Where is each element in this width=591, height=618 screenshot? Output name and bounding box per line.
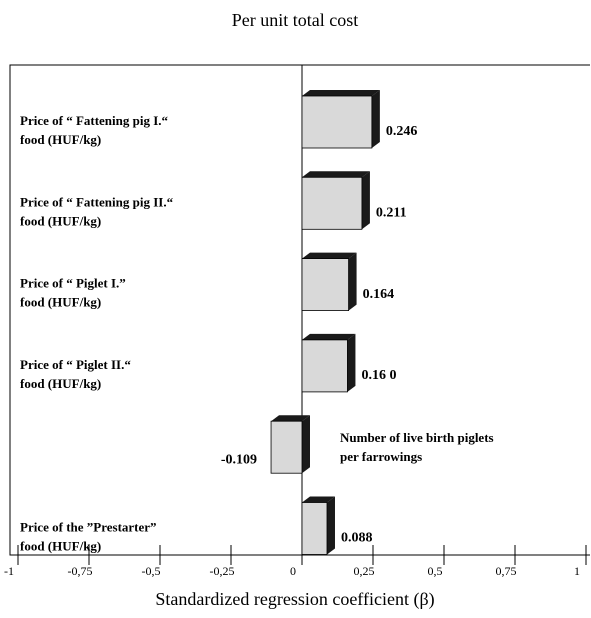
bar-side	[371, 90, 380, 148]
x-tick-label: 0,75	[496, 564, 517, 578]
category-label: Price of “ Fattening pig II.“	[20, 194, 174, 209]
x-tick-label: -0,25	[210, 564, 235, 578]
x-tick-label: -1	[4, 564, 14, 578]
x-axis-label: Standardized regression coefficient (β)	[155, 589, 434, 610]
chart-title: Per unit total cost	[232, 10, 358, 30]
value-label: 0.246	[386, 124, 418, 139]
category-label: food (HUF/kg)	[20, 132, 101, 147]
bar-side	[361, 171, 370, 230]
category-label: food (HUF/kg)	[20, 213, 101, 228]
plot-frame	[9, 64, 590, 556]
category-label: per farrowings	[340, 449, 422, 464]
x-tick-label: 0	[290, 564, 296, 578]
bar-top	[302, 333, 356, 340]
bar	[301, 176, 363, 230]
x-tick-label: 1	[574, 564, 580, 578]
category-label: Price of “ Fattening pig I.“	[20, 113, 169, 128]
bar	[301, 339, 348, 393]
x-tick-label: 0,25	[354, 564, 375, 578]
bar-side	[302, 415, 310, 474]
category-label: Price of “ Piglet I.”	[20, 276, 126, 291]
bar-side	[326, 496, 335, 555]
value-label: 0.211	[376, 206, 407, 221]
category-label: Number of live birth piglets	[340, 430, 494, 445]
value-label: -0.109	[221, 452, 257, 467]
bar	[270, 420, 303, 474]
x-tick-label: 0,5	[428, 564, 443, 578]
x-tick-label: -0,75	[68, 564, 93, 578]
category-label: Price of “ Piglet II.“	[20, 357, 131, 372]
value-label: 0.164	[363, 287, 395, 302]
category-label: food (HUF/kg)	[20, 295, 101, 310]
bar	[301, 502, 328, 555]
x-tick-label: -0,5	[142, 564, 161, 578]
bar-top	[302, 171, 370, 178]
category-label: Price of the ”Prestarter”	[20, 519, 157, 534]
bar-top	[302, 90, 380, 96]
value-label: 0.088	[341, 531, 373, 546]
bar-top	[302, 252, 357, 259]
bar	[301, 95, 373, 149]
category-label: food (HUF/kg)	[20, 376, 101, 391]
bar-side	[347, 333, 356, 392]
bar	[301, 258, 349, 312]
bar-top	[271, 415, 310, 422]
bar-top	[302, 496, 335, 503]
category-label: food (HUF/kg)	[20, 538, 101, 553]
bar-side	[348, 252, 357, 311]
value-label: 0.16 0	[361, 368, 396, 383]
